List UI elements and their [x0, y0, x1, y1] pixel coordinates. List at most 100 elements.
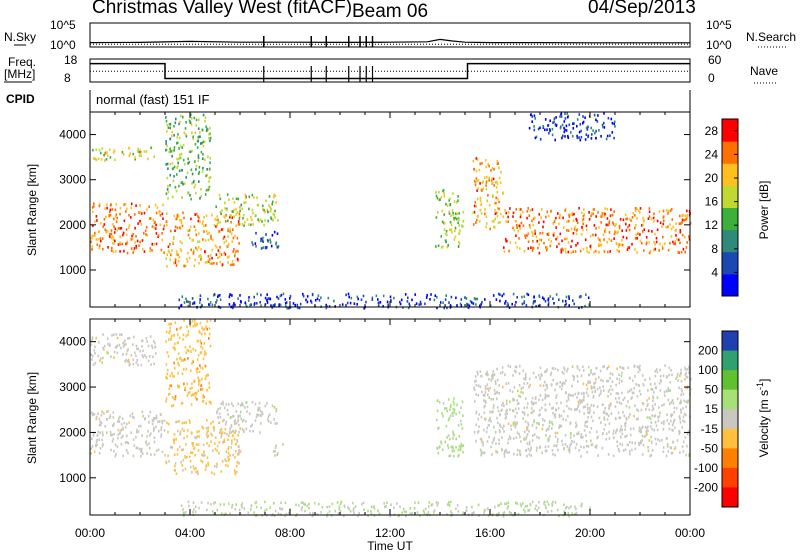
- data-cell: [615, 431, 617, 434]
- data-cell: [122, 454, 124, 458]
- data-cell: [498, 503, 500, 507]
- data-cell: [580, 392, 583, 395]
- data-cell: [653, 415, 656, 418]
- data-cell: [217, 256, 219, 259]
- data-cell: [195, 124, 197, 127]
- data-cell: [103, 223, 106, 226]
- data-cell: [571, 512, 573, 515]
- data-cell: [211, 213, 213, 217]
- data-cell: [94, 352, 96, 355]
- data-cell: [93, 202, 95, 205]
- data-cell: [529, 449, 531, 452]
- data-cell: [195, 168, 197, 171]
- data-cell: [165, 142, 167, 146]
- data-cell: [529, 113, 532, 117]
- data-cell: [625, 217, 627, 221]
- data-cell: [199, 351, 202, 355]
- data-cell: [670, 419, 672, 423]
- data-cell: [593, 113, 596, 117]
- data-cell: [140, 363, 143, 367]
- data-cell: [551, 427, 553, 430]
- data-cell: [371, 296, 374, 300]
- data-cell: [113, 333, 115, 336]
- data-cell: [284, 302, 287, 305]
- data-cell: [493, 436, 496, 440]
- data-cell: [685, 413, 687, 417]
- data-cell: [494, 181, 497, 184]
- data-cell: [543, 500, 546, 504]
- data-cell: [588, 303, 590, 306]
- data-cell: [655, 240, 658, 244]
- data-cell: [532, 239, 534, 243]
- data-cell: [225, 403, 228, 406]
- data-cell: [286, 307, 288, 310]
- data-cell: [153, 243, 155, 246]
- data-cell: [585, 293, 587, 296]
- data-cell: [497, 162, 500, 165]
- data-cell: [130, 354, 133, 357]
- data-cell: [440, 246, 443, 249]
- data-cell: [656, 396, 659, 399]
- data-cell: [158, 420, 161, 423]
- data-cell: [199, 331, 201, 334]
- data-cell: [350, 296, 353, 300]
- data-cell: [618, 416, 620, 419]
- data-cell: [448, 212, 451, 215]
- data-cell: [141, 239, 144, 242]
- time-axis-label: Time UT: [367, 539, 413, 553]
- data-cell: [149, 249, 151, 253]
- nave-label: Nave: [750, 64, 778, 78]
- data-cell: [99, 447, 102, 450]
- data-cell: [214, 501, 216, 504]
- data-cell: [521, 502, 524, 505]
- data-cell: [678, 429, 680, 433]
- data-cell: [159, 413, 162, 416]
- data-cell: [594, 233, 597, 237]
- data-cell: [580, 295, 582, 298]
- data-cell: [549, 295, 552, 298]
- data-cell: [496, 180, 498, 184]
- data-cell: [546, 500, 549, 504]
- data-cell: [498, 207, 500, 211]
- data-cell: [165, 148, 168, 152]
- data-cell: [568, 407, 570, 410]
- data-cell: [141, 339, 143, 343]
- data-cell: [114, 158, 116, 162]
- data-cell: [451, 209, 454, 212]
- data-cell: [577, 400, 580, 404]
- data-cell: [367, 514, 369, 518]
- data-cell: [101, 438, 103, 442]
- data-cell: [181, 241, 183, 245]
- data-cell: [562, 418, 564, 421]
- data-cell: [361, 503, 363, 506]
- data-cell: [447, 398, 450, 401]
- data-cell: [115, 213, 118, 216]
- data-cell: [653, 212, 655, 216]
- data-cell: [673, 242, 675, 245]
- data-cell: [559, 232, 562, 236]
- y-tick-label: 2000: [59, 218, 86, 232]
- data-cell: [108, 214, 110, 217]
- data-cell: [662, 209, 665, 213]
- data-cell: [582, 120, 585, 124]
- data-cell: [656, 228, 659, 232]
- data-cell: [114, 227, 117, 231]
- data-cell: [204, 332, 206, 336]
- data-cell: [130, 202, 133, 206]
- data-cell: [386, 300, 389, 304]
- data-cell: [232, 197, 234, 201]
- data-cell: [583, 391, 585, 395]
- data-cell: [668, 427, 671, 431]
- data-cell: [217, 249, 220, 252]
- data-cell: [356, 295, 359, 299]
- data-cell: [506, 507, 509, 510]
- data-cell: [169, 147, 171, 151]
- data-cell: [128, 214, 130, 217]
- data-cell: [556, 245, 558, 248]
- data-cell: [587, 411, 589, 414]
- data-cell: [112, 238, 115, 242]
- data-cell: [282, 443, 284, 446]
- data-cell: [130, 216, 132, 219]
- data-cell: [636, 408, 638, 411]
- data-cell: [195, 443, 198, 446]
